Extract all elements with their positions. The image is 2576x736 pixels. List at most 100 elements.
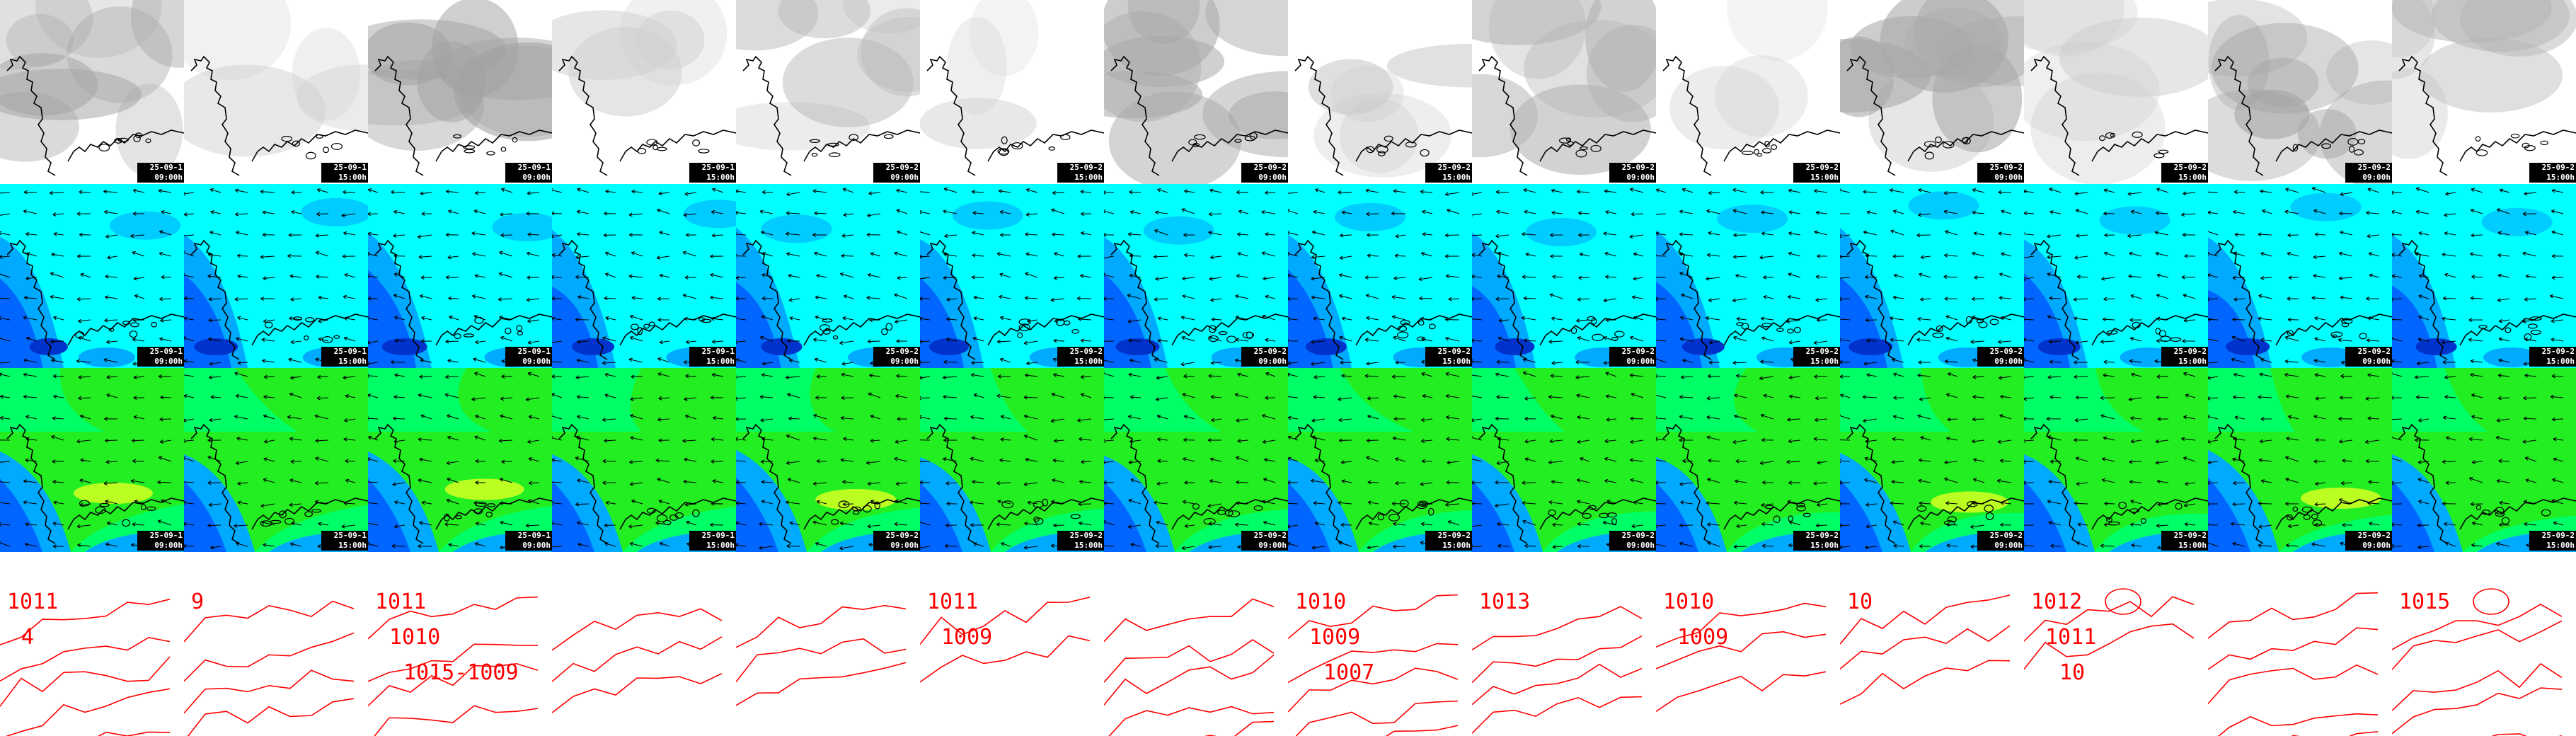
cloud-cover-map-2[interactable]: 25-09-1 15:00h xyxy=(184,0,368,184)
wind-speed-low-map-1[interactable]: 25-09-1 09:00h xyxy=(0,184,184,368)
wind-speed-high-map-13[interactable]: 25-09-2 09:00h xyxy=(2208,368,2392,552)
coastline xyxy=(742,423,920,544)
cloud-cover-map-1[interactable]: 25-09-1 09:00h xyxy=(0,0,184,184)
coastline xyxy=(558,239,736,360)
map-canvas xyxy=(1840,368,2024,552)
map-canvas xyxy=(2392,184,2576,368)
pressure-map-1[interactable]: 1011 4 xyxy=(0,552,184,736)
wind-speed-high-map-6[interactable]: 25-09-2 15:00h xyxy=(920,368,1104,552)
wind-speed-high-map-11[interactable]: 25-09-2 09:00h xyxy=(1840,368,2024,552)
frame-time-label: 15:00h xyxy=(1057,173,1104,183)
pressure-map-9[interactable]: 1013 xyxy=(1472,552,1656,736)
cloud-cover-map-10[interactable]: 25-09-2 15:00h xyxy=(1656,0,1840,184)
frame-time-label: 15:00h xyxy=(689,357,736,367)
coastline xyxy=(2214,55,2392,176)
coastline xyxy=(1846,423,2024,544)
cloud-cover-map-9[interactable]: 25-09-2 09:00h xyxy=(1472,0,1656,184)
cloud-cover-map-4[interactable]: 25-09-1 15:00h xyxy=(552,0,736,184)
map-canvas: 1011 4 xyxy=(0,552,184,736)
pressure-map-13[interactable] xyxy=(2208,552,2392,736)
wind-speed-low-map-6[interactable]: 25-09-2 15:00h xyxy=(920,184,1104,368)
frame-time-label: 15:00h xyxy=(1425,173,1472,183)
frame-date-label: 25-09-2 xyxy=(2161,163,2208,173)
frame-date-label: 25-09-2 xyxy=(2529,347,2576,357)
coastline xyxy=(190,423,368,544)
pressure-map-4[interactable] xyxy=(552,552,736,736)
pressure-map-8[interactable]: 1010 1009 1007 xyxy=(1288,552,1472,736)
wind-speed-high-map-8[interactable]: 25-09-2 15:00h xyxy=(1288,368,1472,552)
cloud-cover-map-6[interactable]: 25-09-2 15:00h xyxy=(920,0,1104,184)
isobars xyxy=(1104,598,1275,736)
wind-speed-low-map-13[interactable]: 25-09-2 09:00h xyxy=(2208,184,2392,368)
cloud-cover-map-13[interactable]: 25-09-2 09:00h xyxy=(2208,0,2392,184)
cloud-cover-map-11[interactable]: 25-09-2 09:00h xyxy=(1840,0,2024,184)
map-canvas xyxy=(1104,0,1288,184)
coastline xyxy=(1478,55,1656,176)
cloud-cover-map-8[interactable]: 25-09-2 15:00h xyxy=(1288,0,1472,184)
wind-speed-fill xyxy=(0,211,181,368)
map-canvas xyxy=(1656,184,1840,368)
cloud-cover-map-7[interactable]: 25-09-2 09:00h xyxy=(1104,0,1288,184)
wind-speed-low-map-8[interactable]: 25-09-2 15:00h xyxy=(1288,184,1472,368)
coastline xyxy=(190,55,368,176)
coastline xyxy=(742,55,920,176)
wind-speed-high-map-1[interactable]: 25-09-1 09:00h xyxy=(0,368,184,552)
wind-speed-high-map-14[interactable]: 25-09-2 15:00h xyxy=(2392,368,2576,552)
frame-date-label: 25-09-1 xyxy=(505,347,552,357)
wind-speed-high-map-9[interactable]: 25-09-2 09:00h xyxy=(1472,368,1656,552)
pressure-map-11[interactable]: 10 xyxy=(1840,552,2024,736)
pressure-map-2[interactable]: 9 xyxy=(184,552,368,736)
cloud-cover-shading xyxy=(736,0,920,151)
pressure-map-7[interactable] xyxy=(1104,552,1288,736)
wind-speed-high-map-12[interactable]: 25-09-2 15:00h xyxy=(2024,368,2208,552)
wind-arrows xyxy=(2024,188,2196,367)
pressure-map-14[interactable]: 1015 xyxy=(2392,552,2576,736)
frame-time-label: 09:00h xyxy=(1609,173,1656,183)
frame-time-label: 15:00h xyxy=(689,541,736,551)
wind-speed-low-map-4[interactable]: 25-09-1 15:00h xyxy=(552,184,736,368)
coastline xyxy=(2030,423,2208,544)
wind-speed-high-map-3[interactable]: 25-09-1 09:00h xyxy=(368,368,552,552)
frame-date-label: 25-09-2 xyxy=(1977,347,2024,357)
cloud-cover-map-3[interactable]: 25-09-1 09:00h xyxy=(368,0,552,184)
wind-speed-low-map-12[interactable]: 25-09-2 15:00h xyxy=(2024,184,2208,368)
map-canvas: 1011 1010 1015-1009 xyxy=(368,552,552,736)
cloud-cover-map-5[interactable]: 25-09-2 09:00h xyxy=(736,0,920,184)
wind-speed-low-map-7[interactable]: 25-09-2 09:00h xyxy=(1104,184,1288,368)
wind-speed-low-map-10[interactable]: 25-09-2 15:00h xyxy=(1656,184,1840,368)
frame-date-label: 25-09-1 xyxy=(321,531,368,541)
map-canvas xyxy=(736,552,920,736)
coastline xyxy=(2030,239,2208,360)
pressure-map-5[interactable] xyxy=(736,552,920,736)
isobar-value-label: 1011 xyxy=(927,590,978,614)
cloud-cover-map-14[interactable]: 25-09-2 15:00h xyxy=(2392,0,2576,184)
wind-speed-low-map-14[interactable]: 25-09-2 15:00h xyxy=(2392,184,2576,368)
wind-speed-high-map-2[interactable]: 25-09-1 15:00h xyxy=(184,368,368,552)
wind-speed-low-map-5[interactable]: 25-09-2 09:00h xyxy=(736,184,920,368)
map-canvas xyxy=(552,0,736,184)
wind-speed-high-map-7[interactable]: 25-09-2 09:00h xyxy=(1104,368,1288,552)
map-canvas xyxy=(1104,552,1288,736)
map-canvas: 10 xyxy=(1840,552,2024,736)
coastline xyxy=(374,423,552,544)
pressure-map-6[interactable]: 1011 1009 xyxy=(920,552,1104,736)
wind-speed-high-map-5[interactable]: 25-09-2 09:00h xyxy=(736,368,920,552)
wind-speed-high-map-4[interactable]: 25-09-1 15:00h xyxy=(552,368,736,552)
pressure-map-12[interactable]: 1012 1011 10 xyxy=(2024,552,2208,736)
wind-speed-low-map-3[interactable]: 25-09-1 09:00h xyxy=(368,184,552,368)
wind-speed-low-map-9[interactable]: 25-09-2 09:00h xyxy=(1472,184,1656,368)
frame-date-label: 25-09-1 xyxy=(321,347,368,357)
wind-speed-low-map-2[interactable]: 25-09-1 15:00h xyxy=(184,184,368,368)
wind-speed-high-map-10[interactable]: 25-09-2 15:00h xyxy=(1656,368,1840,552)
frame-time-label: 09:00h xyxy=(505,357,552,367)
wind-speed-low-map-11[interactable]: 25-09-2 09:00h xyxy=(1840,184,2024,368)
frame-date-label: 25-09-1 xyxy=(689,347,736,357)
frame-date-label: 25-09-2 xyxy=(1057,531,1104,541)
cloud-cover-shading xyxy=(1472,0,1656,176)
pressure-map-3[interactable]: 1011 1010 1015-1009 xyxy=(368,552,552,736)
cloud-cover-map-12[interactable]: 25-09-2 15:00h xyxy=(2024,0,2208,184)
isobars: 1011 1009 xyxy=(920,590,1091,683)
pressure-map-10[interactable]: 1010 1009 xyxy=(1656,552,1840,736)
cloud-cover-shading xyxy=(1840,0,2024,172)
frame-date-label: 25-09-2 xyxy=(1609,531,1656,541)
